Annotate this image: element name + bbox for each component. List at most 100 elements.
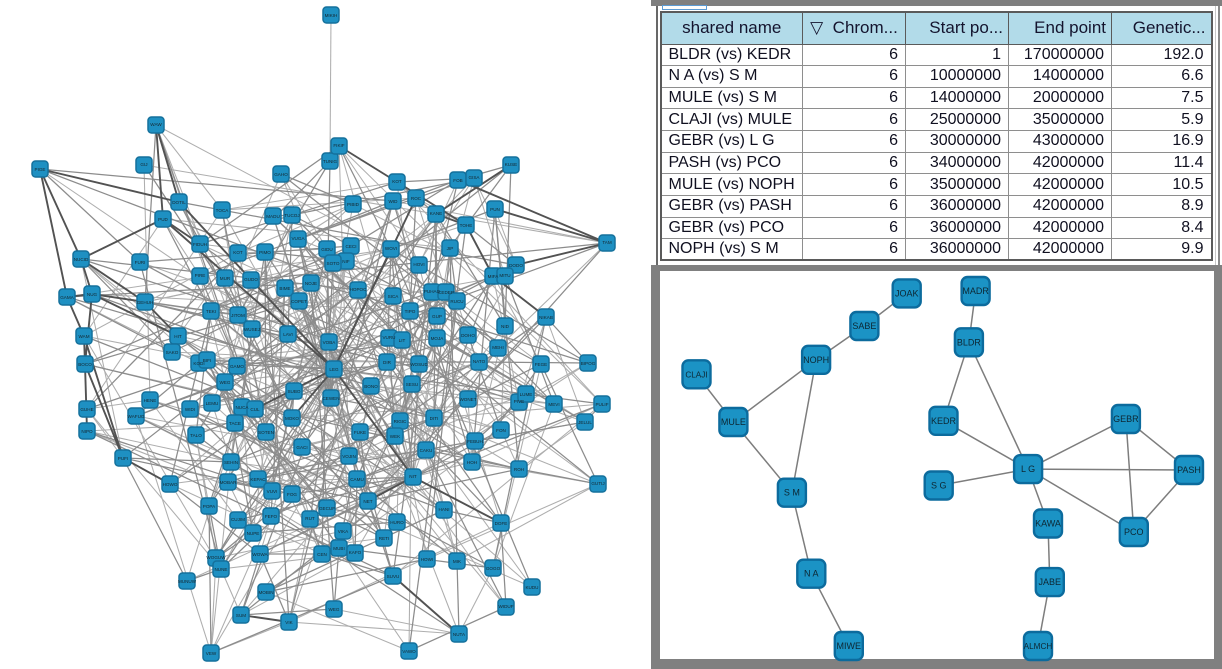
svg-text:S M: S M [784, 488, 800, 498]
svg-text:WUSEJ: WUSEJ [244, 327, 260, 332]
svg-text:GECUF: GECUF [319, 506, 335, 511]
svg-text:NATO: NATO [473, 359, 486, 364]
svg-text:BLDR: BLDR [957, 337, 982, 347]
svg-text:GUDO: GUDO [244, 277, 258, 282]
svg-text:NUCA: NUCA [235, 405, 249, 410]
svg-text:VOJIN: VOJIN [342, 454, 356, 459]
svg-text:SOTO: SOTO [327, 261, 340, 266]
svg-text:WOSUD: WOSUD [410, 362, 428, 367]
svg-text:BOCO: BOCO [78, 362, 92, 367]
svg-text:KANE: KANE [430, 211, 443, 216]
svg-text:WAFUG: WAFUG [128, 414, 145, 419]
svg-text:RIGIC: RIGIC [394, 419, 407, 424]
svg-text:SICA: SICA [388, 294, 400, 299]
svg-text:CECI: CECI [346, 244, 357, 249]
svg-text:DODO: DODO [509, 263, 523, 268]
svg-text:FEBUH: FEBUH [467, 439, 483, 444]
svg-text:JOAK: JOAK [895, 288, 919, 298]
svg-text:GAMO: GAMO [230, 364, 244, 369]
svg-text:GIJ: GIJ [140, 162, 147, 167]
svg-text:PIMO: PIMO [259, 250, 271, 255]
svg-text:POPA: POPA [203, 504, 216, 509]
svg-text:TACE: TACE [229, 421, 241, 426]
svg-text:GEHUH: GEHUH [137, 300, 154, 305]
svg-text:KEDR: KEDR [931, 416, 957, 426]
svg-text:WONET: WONET [459, 397, 476, 402]
svg-text:NIF: NIF [342, 259, 350, 264]
svg-text:BIPOG: BIPOG [581, 361, 596, 366]
svg-text:WAM: WAM [78, 334, 89, 339]
svg-text:MEVI: MEVI [548, 402, 559, 407]
svg-text:SUM: SUM [236, 613, 246, 618]
svg-text:KOT: KOT [233, 250, 243, 255]
svg-text:MADU: MADU [266, 214, 280, 219]
svg-text:WID: WID [389, 199, 399, 204]
svg-text:PIRE: PIRE [195, 273, 206, 278]
svg-text:SESU: SESU [406, 382, 419, 387]
svg-text:HENE: HENE [144, 398, 157, 403]
svg-text:GACI: GACI [296, 445, 307, 450]
svg-text:NUNE: NUNE [214, 567, 227, 572]
svg-text:CEWEN: CEWEN [322, 396, 339, 401]
svg-text:CEN: CEN [317, 552, 327, 557]
svg-text:KAWA: KAWA [1035, 519, 1061, 529]
svg-text:PIVE: PIVE [514, 399, 524, 404]
svg-text:NIT: NIT [409, 474, 417, 479]
svg-text:CUL: CUL [250, 407, 260, 412]
svg-text:WIDI: WIDI [185, 407, 195, 412]
svg-text:TUCOJ: TUCOJ [284, 213, 299, 218]
svg-text:WOWA: WOWA [252, 552, 268, 557]
svg-text:HURO: HURO [390, 520, 404, 525]
svg-text:TOHE: TOHE [460, 223, 473, 228]
svg-text:LEMU: LEMU [206, 401, 219, 406]
svg-text:FEGE: FEGE [535, 362, 548, 367]
svg-text:GIDU: GIDU [321, 247, 332, 252]
svg-text:GAMA: GAMA [60, 295, 74, 300]
svg-text:ROH: ROH [514, 467, 524, 472]
svg-text:KEPAC: KEPAC [250, 477, 266, 482]
svg-text:MEHI: MEHI [492, 345, 503, 350]
svg-text:CLAJI: CLAJI [685, 370, 707, 379]
svg-text:VUVI: VUVI [267, 489, 278, 494]
svg-text:NOPH: NOPH [803, 355, 829, 365]
svg-text:JELUL: JELUL [578, 420, 592, 425]
svg-text:BIFI: BIFI [203, 358, 211, 363]
svg-text:L G: L G [1021, 464, 1035, 474]
svg-text:BIME: BIME [279, 286, 290, 291]
svg-text:NET: NET [363, 499, 372, 504]
svg-text:WOVI: WOVI [385, 246, 397, 251]
svg-text:FON: FON [496, 428, 506, 433]
svg-text:N A: N A [804, 569, 819, 579]
svg-text:PUN: PUN [490, 207, 500, 212]
svg-text:MOBIN: MOBIN [258, 590, 273, 595]
svg-text:WAW: WAW [150, 122, 162, 127]
svg-text:PIGE: PIGE [35, 167, 46, 172]
svg-text:PCO: PCO [1124, 527, 1144, 537]
svg-text:LEG: LEG [329, 367, 339, 372]
svg-text:PIBID: PIBID [347, 202, 360, 207]
svg-text:NUTA: NUTA [453, 632, 466, 637]
svg-text:CUJIM: CUJIM [231, 517, 245, 522]
svg-text:SUVU: SUVU [387, 574, 400, 579]
svg-text:FUKE: FUKE [354, 430, 366, 435]
svg-text:KODI: KODI [193, 361, 204, 366]
svg-text:FOG: FOG [287, 492, 297, 497]
svg-text:MIWE: MIWE [837, 641, 862, 651]
svg-text:DOTIL: DOTIL [172, 200, 186, 205]
svg-text:DOHO: DOHO [461, 333, 475, 338]
svg-text:PUD: PUD [158, 217, 168, 222]
svg-text:JABE: JABE [1039, 577, 1062, 587]
svg-text:GUP: GUP [432, 314, 442, 319]
svg-text:NUG: NUG [87, 292, 98, 297]
svg-text:VAWO: VAWO [402, 649, 416, 654]
svg-text:VEW: VEW [206, 651, 217, 656]
svg-text:JITOM: JITOM [231, 313, 245, 318]
svg-text:SEHIN: SEHIN [224, 460, 238, 465]
svg-text:TIPO: TIPO [405, 309, 416, 314]
svg-text:SABE: SABE [852, 321, 876, 331]
svg-text:TUNIG: TUNIG [323, 159, 338, 164]
svg-text:NID: NID [501, 324, 510, 329]
svg-text:NIPO: NIPO [81, 429, 93, 434]
svg-text:CAMU: CAMU [350, 477, 364, 482]
svg-text:NUCID: NUCID [74, 257, 89, 262]
